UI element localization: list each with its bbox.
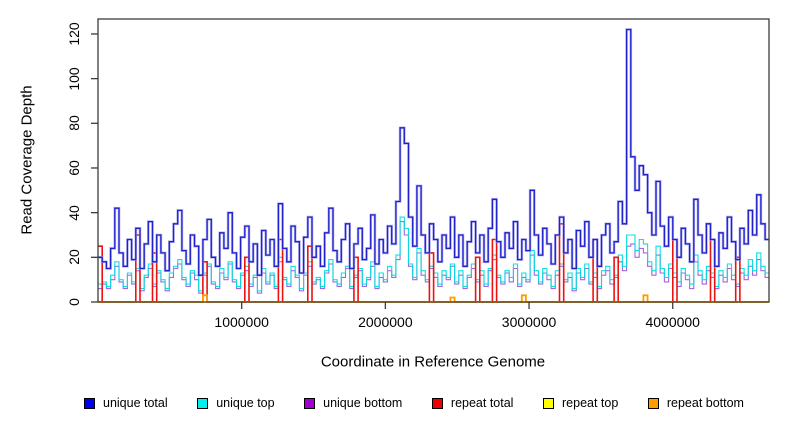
series-unique-total — [98, 28, 769, 276]
y-tick-label: 0 — [66, 298, 82, 306]
legend-label: unique total — [103, 396, 168, 410]
legend-label: unique top — [216, 396, 275, 410]
x-tick-label: 4000000 — [645, 314, 700, 330]
legend-item-repeat-bottom: repeat bottom — [647, 396, 744, 410]
x-tick-label: 1000000 — [214, 314, 269, 330]
legend-swatch-icon — [543, 397, 554, 409]
y-tick-label: 100 — [66, 66, 82, 91]
y-tick-label: 120 — [66, 22, 82, 46]
x-tick-label: 3000000 — [501, 314, 557, 330]
legend-item-unique-bottom: unique bottom — [304, 396, 402, 410]
legend-item-unique-total: unique total — [84, 396, 168, 410]
x-axis-title: Coordinate in Reference Genome — [320, 353, 546, 371]
legend-swatch-icon — [431, 397, 443, 409]
y-tick-label: 40 — [66, 204, 82, 221]
legend-item-repeat-total: repeat total — [431, 396, 514, 410]
y-tick-label: 80 — [66, 115, 82, 132]
legend-label: repeat bottom — [666, 396, 744, 410]
legend-item-repeat-top: repeat top — [543, 396, 618, 410]
legend-swatch-icon — [197, 397, 209, 409]
plot-box — [97, 18, 770, 303]
legend-swatch-icon — [647, 397, 659, 409]
y-tick-label: 20 — [66, 249, 82, 266]
x-tick-label: 2000000 — [358, 314, 413, 330]
y-tick-label: 60 — [66, 160, 82, 176]
legend-swatch-icon — [304, 397, 316, 409]
legend-item-unique-top: unique top — [197, 396, 275, 410]
y-axis-title: Read Coverage Depth — [18, 85, 36, 235]
legend: unique total unique top unique bottom repea… — [84, 396, 744, 410]
legend-label: repeat top — [562, 396, 619, 410]
legend-label: unique bottom — [323, 396, 403, 410]
legend-swatch-icon — [84, 397, 95, 409]
legend-label: repeat total — [450, 396, 514, 410]
